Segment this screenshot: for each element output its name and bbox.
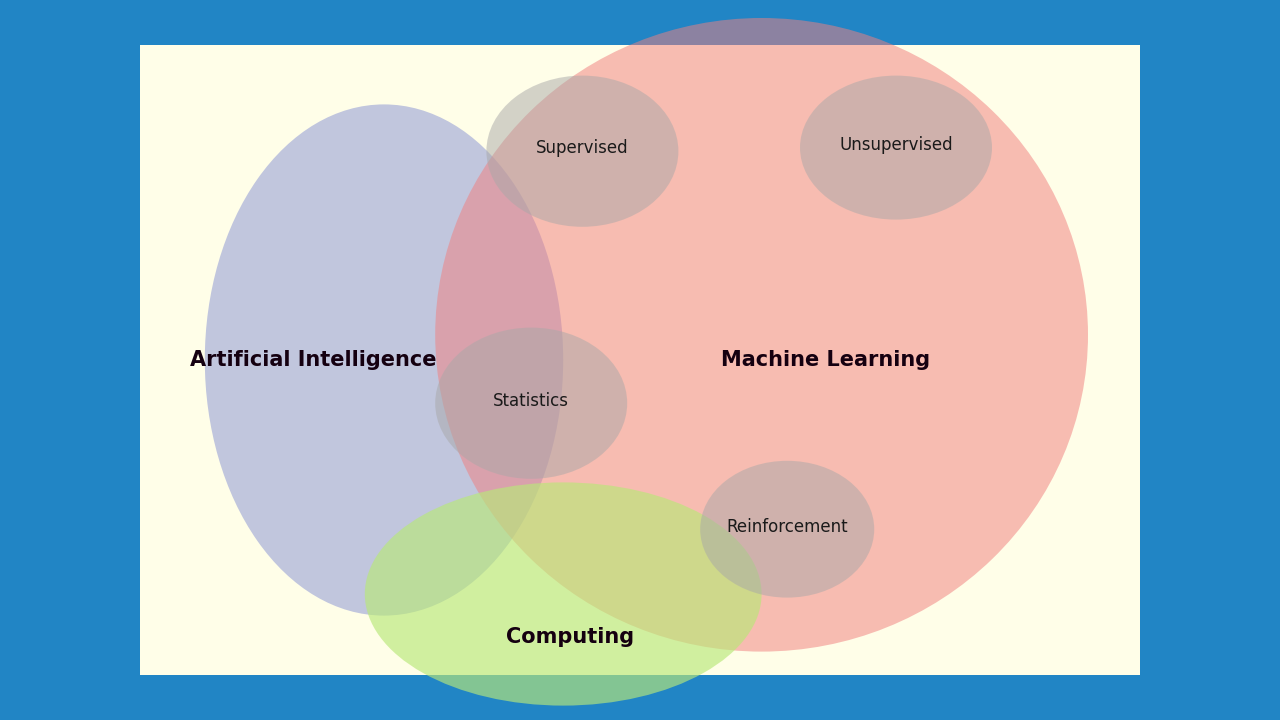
Ellipse shape <box>435 18 1088 652</box>
Text: Artificial Intelligence: Artificial Intelligence <box>191 350 436 370</box>
Ellipse shape <box>700 461 874 598</box>
Ellipse shape <box>365 482 762 706</box>
FancyBboxPatch shape <box>140 45 1140 675</box>
Ellipse shape <box>486 76 678 227</box>
Ellipse shape <box>205 104 563 616</box>
Text: Unsupervised: Unsupervised <box>840 136 952 154</box>
Text: Supervised: Supervised <box>536 138 628 157</box>
Text: Reinforcement: Reinforcement <box>726 518 849 536</box>
Ellipse shape <box>800 76 992 220</box>
Text: Computing: Computing <box>506 627 634 647</box>
Text: Statistics: Statistics <box>493 392 570 410</box>
Ellipse shape <box>435 328 627 479</box>
Text: Machine Learning: Machine Learning <box>721 350 931 370</box>
